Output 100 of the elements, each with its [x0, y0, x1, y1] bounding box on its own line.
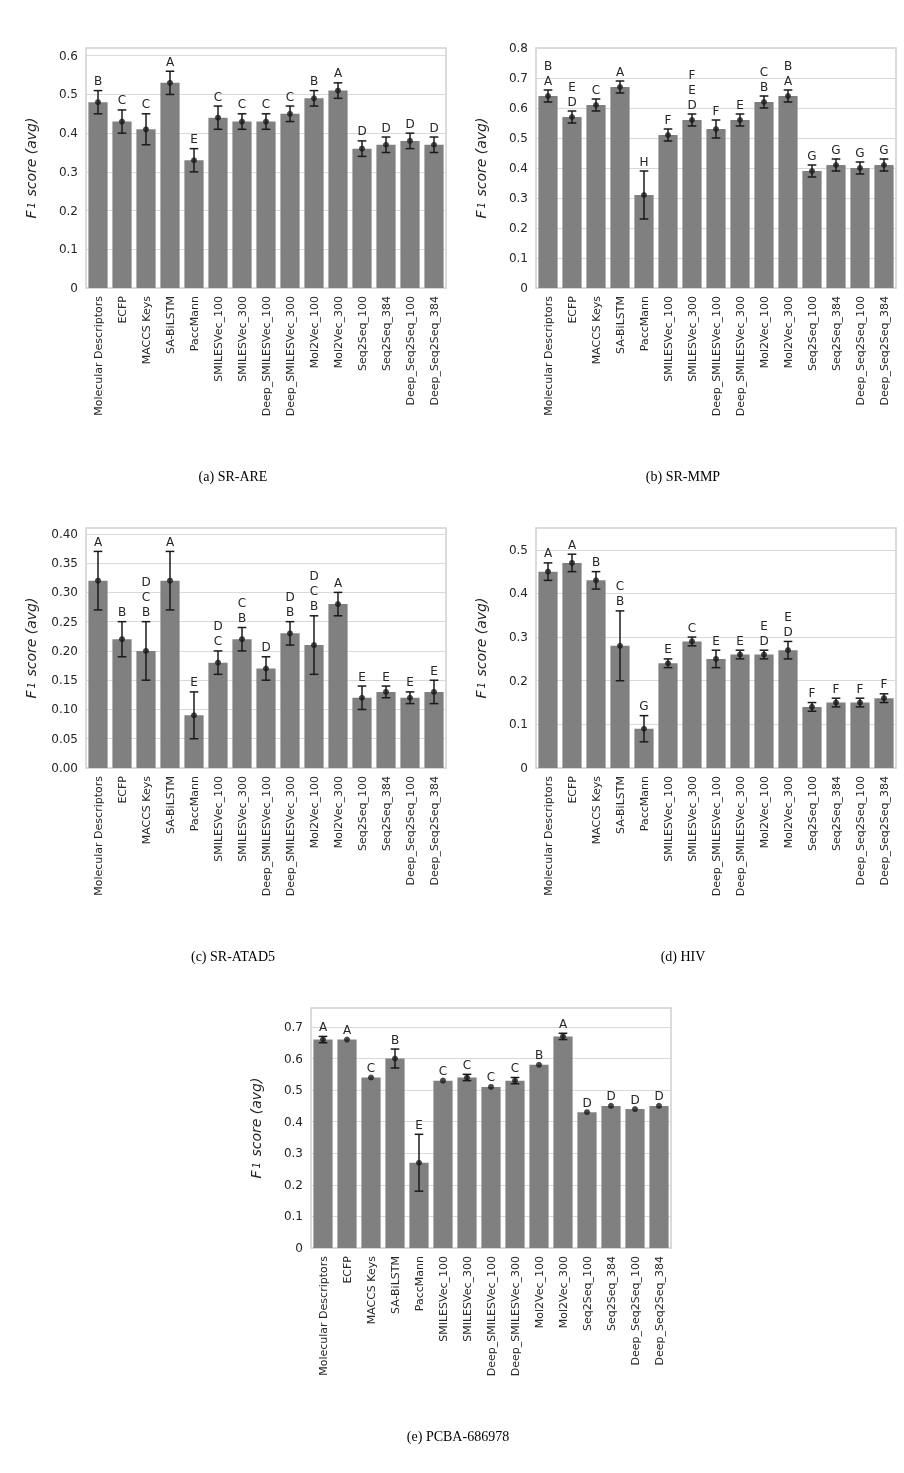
annotation: A: [342, 1023, 352, 1038]
bar: [184, 160, 204, 288]
point: [569, 559, 575, 566]
y-axis-title: F1 score (avg): [473, 597, 489, 699]
annotation: E: [736, 97, 744, 112]
x-tick-label: Molecular Descriptors: [91, 775, 105, 896]
x-tick-label: Deep_SMILESVec_300: [283, 776, 297, 897]
bar: [136, 129, 156, 288]
annotation: E: [406, 675, 414, 690]
bar: [874, 698, 894, 768]
x-tick-label: Deep_SMILESVec_100: [259, 776, 273, 897]
bar: [160, 580, 180, 768]
x-tick-label: SMILESVec_100: [211, 296, 225, 382]
annotation: C: [141, 97, 151, 112]
x-tick-label: SMILESVec_300: [685, 776, 699, 862]
point: [335, 87, 341, 94]
point: [545, 568, 551, 575]
annotation: A: [93, 534, 103, 549]
annotation: B: [591, 555, 601, 570]
x-tick-label: SA-BiLSTM: [613, 776, 627, 834]
text: (b) SR-MMP: [645, 468, 721, 485]
y-tick-label: 0.6: [283, 1051, 303, 1066]
x-tick-label: Deep_Seq2Seq_100: [853, 296, 867, 406]
annotation: G: [831, 142, 841, 157]
bar: [352, 697, 372, 768]
bar: [658, 663, 678, 768]
point: [407, 137, 413, 144]
annotation: D C: [213, 619, 223, 649]
y-tick-label: 0.20: [51, 643, 78, 658]
x-tick-label: SMILESVec_300: [235, 296, 249, 382]
y-tick-label: 0.35: [51, 556, 78, 571]
annotation: C: [510, 1060, 520, 1075]
bar: [754, 102, 774, 288]
x-tick-label: Deep_SMILESVec_100: [709, 776, 723, 897]
x-tick-label: Deep_Seq2Seq_384: [652, 1256, 666, 1366]
x-tick-label: Deep_SMILESVec_300: [508, 1256, 522, 1377]
x-tick-label: Seq2Seq_384: [829, 296, 843, 371]
annotation: C: [213, 89, 223, 104]
annotation: B: [309, 74, 319, 89]
x-tick-label: Molecular Descriptors: [91, 295, 105, 416]
point: [785, 647, 791, 654]
bar: [424, 691, 444, 768]
x-tick-label: Seq2Seq_100: [355, 296, 369, 371]
bar: [553, 1036, 573, 1248]
bar: [88, 102, 108, 288]
annotation: F: [832, 681, 840, 696]
x-tick-label: Mol2Vec_100: [307, 776, 321, 849]
y-tick-label: 0.2: [508, 673, 528, 688]
x-tick-label: SA-BiLSTM: [163, 296, 177, 354]
y-tick-label: 0.25: [51, 614, 78, 629]
point: [215, 659, 221, 666]
x-tick-label: MACCS Keys: [139, 775, 153, 845]
y-tick-label: 0.5: [508, 542, 528, 557]
x-tick-label: SMILESVec_300: [235, 776, 249, 862]
x-tick-label: Molecular Descriptors: [541, 775, 555, 896]
bar: [577, 1112, 597, 1248]
x-tick-label: Mol2Vec_300: [556, 1256, 570, 1329]
annotation: A: [333, 66, 343, 81]
bar: [256, 668, 276, 768]
x-tick-label: SA-BiLSTM: [613, 296, 627, 354]
x-tick-label: Deep_Seq2Seq_100: [403, 296, 417, 406]
point: [632, 1106, 638, 1113]
bar: [256, 121, 276, 288]
annotation: C: [261, 97, 271, 112]
annotation: F: [808, 686, 816, 701]
x-tick-label: Deep_SMILESVec_300: [733, 776, 747, 897]
bar: [328, 604, 348, 768]
bar: [304, 98, 324, 288]
bar: [88, 580, 108, 768]
annotation: G: [639, 699, 649, 714]
point: [191, 712, 197, 719]
point: [407, 694, 413, 701]
annotation: D: [429, 120, 439, 135]
x-tick-label: Deep_Seq2Seq_100: [628, 1256, 642, 1366]
point: [167, 79, 173, 86]
x-tick-label: SMILESVec_100: [661, 776, 675, 862]
y-tick-label: 0.8: [508, 41, 528, 55]
x-tick-label: Mol2Vec_100: [307, 296, 321, 369]
x-tick-label: Deep_Seq2Seq_384: [877, 776, 891, 886]
bar: [160, 82, 180, 288]
bar: [304, 645, 324, 768]
y-tick-label: 0.6: [508, 101, 528, 115]
point: [608, 1102, 614, 1109]
annotation: E: [736, 633, 744, 648]
annotation: G: [807, 148, 817, 163]
x-tick-label: PaccMann: [412, 1255, 426, 1312]
y-tick-label: 0.00: [51, 761, 78, 775]
annotation: E: [415, 1117, 423, 1132]
annotation: G: [855, 145, 865, 160]
point: [95, 577, 101, 584]
annotation: F: [880, 677, 888, 692]
point: [239, 118, 245, 125]
bar: [634, 728, 654, 768]
bar: [802, 171, 822, 288]
point: [785, 93, 791, 99]
point: [713, 126, 719, 132]
point: [119, 118, 125, 125]
point: [641, 192, 647, 198]
y-tick-label: 0.1: [283, 1209, 303, 1224]
x-tick-label: Mol2Vec_100: [757, 296, 771, 369]
